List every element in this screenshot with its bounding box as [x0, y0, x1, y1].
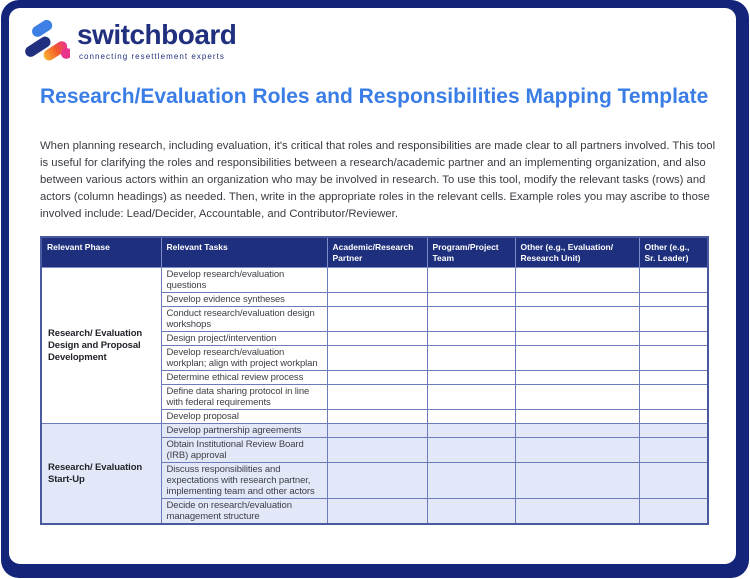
role-cell-empty: [638, 370, 709, 385]
role-cell-empty: [514, 437, 640, 463]
role-cell-empty: [514, 331, 640, 346]
role-cell-empty: [514, 498, 640, 525]
role-cell-empty: [514, 384, 640, 410]
phase-cell: Research/ Evaluation Design and Proposal…: [40, 267, 162, 424]
role-cell-empty: [426, 331, 516, 346]
task-cell: Determine ethical review process: [160, 370, 328, 385]
task-cell: Design project/intervention: [160, 331, 328, 346]
role-cell-empty: [514, 370, 640, 385]
table-row: Develop research/evaluation workplan; al…: [41, 345, 709, 371]
task-cell: Develop research/evaluation workplan; al…: [160, 345, 328, 371]
role-cell-empty: [326, 498, 428, 525]
role-cell-empty: [426, 292, 516, 307]
table-row: Discuss responsibilities and expectation…: [41, 462, 709, 499]
logo-text-block: switchboard connecting resettlement expe…: [77, 18, 237, 62]
role-cell-empty: [514, 267, 640, 293]
column-header-0: Relevant Phase: [40, 236, 162, 268]
logo-tagline: connecting resettlement experts: [79, 52, 225, 61]
role-cell-empty: [326, 267, 428, 293]
role-cell-empty: [326, 370, 428, 385]
table-row: Develop proposal: [41, 409, 709, 424]
task-cell: Develop partnership agreements: [160, 423, 328, 438]
switchboard-logo: switchboard connecting resettlement expe…: [22, 18, 237, 68]
task-cell: Discuss responsibilities and expectation…: [160, 462, 328, 499]
role-cell-empty: [326, 345, 428, 371]
role-cell-empty: [638, 437, 709, 463]
role-cell-empty: [514, 306, 640, 332]
role-cell-empty: [426, 267, 516, 293]
role-cell-empty: [638, 306, 709, 332]
role-cell-empty: [638, 292, 709, 307]
role-cell-empty: [514, 462, 640, 499]
document-page: switchboard connecting resettlement expe…: [9, 8, 736, 564]
role-cell-empty: [638, 384, 709, 410]
role-cell-empty: [638, 267, 709, 293]
role-cell-empty: [426, 437, 516, 463]
role-cell-empty: [514, 345, 640, 371]
switchboard-bolt-icon: [22, 18, 72, 68]
page-title: Research/Evaluation Roles and Responsibi…: [40, 85, 709, 108]
role-cell-empty: [326, 423, 428, 438]
role-cell-empty: [638, 409, 709, 424]
role-cell-empty: [426, 384, 516, 410]
task-cell: Define data sharing protocol in line wit…: [160, 384, 328, 410]
table-row: Obtain Institutional Review Board (IRB) …: [41, 437, 709, 463]
role-cell-empty: [514, 423, 640, 438]
role-cell-empty: [426, 370, 516, 385]
phase-cell: Research/ Evaluation Start-Up: [40, 423, 162, 525]
roles-mapping-table-wrap: Relevant Phase Relevant Tasks Academic/Res…: [40, 236, 709, 525]
role-cell-empty: [514, 292, 640, 307]
column-header-1: Relevant Tasks: [160, 236, 328, 268]
task-cell: Develop proposal: [160, 409, 328, 424]
task-cell: Conduct research/evaluation design works…: [160, 306, 328, 332]
role-cell-empty: [426, 498, 516, 525]
task-cell: Develop evidence syntheses: [160, 292, 328, 307]
role-cell-empty: [426, 462, 516, 499]
task-cell: Develop research/evaluation questions: [160, 267, 328, 293]
role-cell-empty: [638, 423, 709, 438]
roles-mapping-table: Relevant Phase Relevant Tasks Academic/Res…: [40, 236, 709, 525]
task-cell: Obtain Institutional Review Board (IRB) …: [160, 437, 328, 463]
role-cell-empty: [426, 345, 516, 371]
column-header-2: Academic/Research Partner: [326, 236, 428, 268]
table-row: Design project/intervention: [41, 331, 709, 346]
role-cell-empty: [426, 409, 516, 424]
table-row: Research/ Evaluation Design and Proposal…: [40, 267, 709, 424]
intro-paragraph: When planning research, including evalua…: [40, 140, 716, 220]
role-cell-empty: [326, 384, 428, 410]
table-row: Research/ Evaluation Start-Up Develop par…: [40, 423, 709, 525]
column-header-3: Program/Project Team: [426, 236, 516, 268]
role-cell-empty: [638, 331, 709, 346]
role-cell-empty: [638, 498, 709, 525]
role-cell-empty: [426, 306, 516, 332]
table-row: Decide on research/evaluation management…: [41, 498, 709, 525]
role-cell-empty: [638, 345, 709, 371]
logo-wordmark: switchboard: [77, 19, 237, 50]
role-cell-empty: [326, 409, 428, 424]
column-header-5: Other (e.g., Sr. Leader): [638, 236, 709, 268]
table-header-row: Relevant Phase Relevant Tasks Academic/Res…: [40, 236, 709, 268]
role-cell-empty: [326, 306, 428, 332]
role-cell-empty: [326, 437, 428, 463]
role-cell-empty: [638, 462, 709, 499]
column-header-4: Other (e.g., Evaluation/ Research Unit): [514, 236, 640, 268]
role-cell-empty: [426, 423, 516, 438]
table-row: Define data sharing protocol in line wit…: [41, 384, 709, 410]
mapping-table-body: Research/ Evaluation Design and Proposal…: [40, 267, 709, 525]
role-cell-empty: [326, 292, 428, 307]
role-cell-empty: [326, 462, 428, 499]
role-cell-empty: [326, 331, 428, 346]
task-cell: Decide on research/evaluation management…: [160, 498, 328, 525]
role-cell-empty: [514, 409, 640, 424]
table-row: Conduct research/evaluation design works…: [41, 306, 709, 332]
